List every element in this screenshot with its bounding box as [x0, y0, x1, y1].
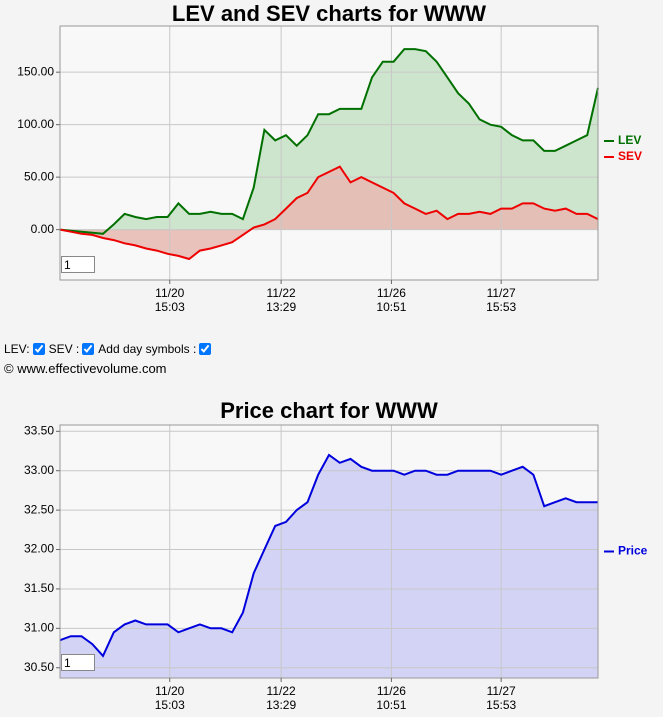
x-tick-label: 11/20 15:03	[154, 684, 185, 712]
y-tick-label: 50.00	[24, 169, 54, 183]
x-tick-label: 11/26 10:51	[376, 684, 407, 712]
y-tick-label: 32.50	[24, 502, 54, 516]
checkbox[interactable]	[199, 343, 212, 355]
legend-label: SEV	[618, 149, 642, 163]
plot-border	[59, 424, 599, 679]
footer: © www.effectivevolume.com	[4, 361, 167, 376]
chart-title: Price chart for WWW	[220, 398, 438, 423]
legend-label: LEV	[618, 133, 641, 147]
y-tick-label: 32.00	[24, 542, 54, 556]
checkbox[interactable]	[82, 343, 95, 355]
zoom-input[interactable]: 1	[61, 654, 95, 671]
y-tick-label: 100.00	[17, 117, 54, 131]
y-tick-label: 0.00	[31, 222, 55, 236]
y-tick-label: 150.00	[17, 64, 54, 78]
y-tick-label: 31.00	[24, 621, 54, 635]
x-tick-label: 11/20 15:03	[154, 286, 185, 314]
control-label: Add day symbols :	[98, 342, 197, 356]
x-tick-label: 11/22 13:29	[266, 286, 297, 314]
series-line	[59, 165, 599, 261]
y-tick-label: 33.50	[24, 423, 54, 437]
area-fill	[60, 166, 598, 259]
legend-label: Price	[618, 544, 648, 558]
area-fill	[60, 49, 598, 234]
x-tick-label: 11/22 13:29	[266, 684, 297, 712]
x-tick-label: 11/27 15:53	[486, 684, 517, 712]
y-tick-label: 31.50	[24, 581, 54, 595]
y-tick-label: 30.50	[24, 660, 54, 674]
control-label: SEV :	[48, 342, 80, 356]
checkbox[interactable]	[32, 343, 45, 355]
y-tick-label: 33.00	[24, 463, 54, 477]
zoom-input[interactable]: 1	[61, 256, 95, 273]
area-fill	[60, 455, 598, 678]
controls: LEV: SEV : Add day symbols :	[4, 342, 215, 356]
series-line	[59, 453, 598, 658]
chart-title: LEV and SEV charts for WWW	[172, 1, 486, 26]
series-line	[59, 48, 599, 235]
x-tick-label: 11/27 15:53	[486, 286, 517, 314]
x-tick-label: 11/26 10:51	[376, 286, 407, 314]
plot-border	[59, 25, 599, 281]
control-label: LEV:	[4, 342, 30, 356]
